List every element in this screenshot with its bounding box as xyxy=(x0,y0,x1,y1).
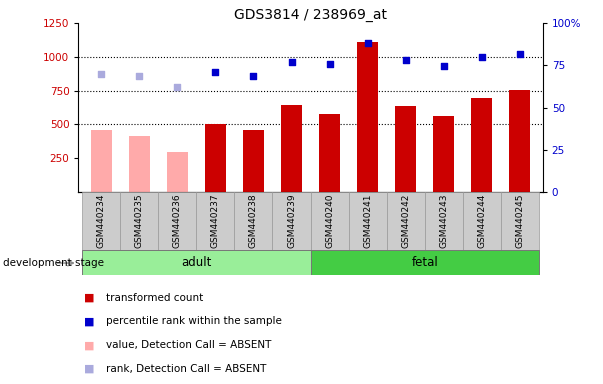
Text: ■: ■ xyxy=(84,293,95,303)
Bar xyxy=(82,192,120,250)
Bar xyxy=(463,192,501,250)
Text: GSM440237: GSM440237 xyxy=(211,194,220,248)
Text: development stage: development stage xyxy=(3,258,104,268)
Bar xyxy=(273,192,311,250)
Text: GSM440245: GSM440245 xyxy=(516,194,525,248)
Bar xyxy=(159,192,197,250)
Text: percentile rank within the sample: percentile rank within the sample xyxy=(106,316,282,326)
Bar xyxy=(235,192,273,250)
Bar xyxy=(311,250,539,275)
Bar xyxy=(357,42,378,192)
Text: GSM440241: GSM440241 xyxy=(363,194,372,248)
Text: ■: ■ xyxy=(84,340,95,350)
Bar xyxy=(205,124,226,192)
Text: fetal: fetal xyxy=(411,256,438,268)
Bar xyxy=(319,114,340,192)
Text: GSM440239: GSM440239 xyxy=(287,194,296,248)
Bar xyxy=(387,192,425,250)
Point xyxy=(515,51,525,57)
Bar xyxy=(349,192,387,250)
Text: value, Detection Call = ABSENT: value, Detection Call = ABSENT xyxy=(106,340,271,350)
Point xyxy=(325,61,335,67)
Text: ■: ■ xyxy=(84,364,95,374)
Text: GSM440235: GSM440235 xyxy=(135,194,144,248)
Bar xyxy=(281,106,302,192)
Text: GSM440234: GSM440234 xyxy=(96,194,106,248)
Text: GSM440243: GSM440243 xyxy=(439,194,448,248)
Bar xyxy=(501,192,539,250)
Point xyxy=(477,54,487,60)
Bar xyxy=(472,98,492,192)
Bar xyxy=(167,152,188,192)
Text: adult: adult xyxy=(181,256,212,268)
Bar xyxy=(510,90,530,192)
Point xyxy=(248,73,258,79)
Bar xyxy=(120,192,159,250)
Bar xyxy=(311,192,349,250)
Bar xyxy=(243,130,264,192)
Bar xyxy=(129,136,150,192)
Text: transformed count: transformed count xyxy=(106,293,203,303)
Bar xyxy=(82,250,311,275)
Text: GSM440244: GSM440244 xyxy=(478,194,486,248)
Title: GDS3814 / 238969_at: GDS3814 / 238969_at xyxy=(234,8,387,22)
Bar xyxy=(197,192,235,250)
Text: GSM440236: GSM440236 xyxy=(173,194,182,248)
Point xyxy=(363,40,373,46)
Point xyxy=(96,71,106,78)
Point xyxy=(439,63,449,69)
Text: ■: ■ xyxy=(84,316,95,326)
Text: GSM440238: GSM440238 xyxy=(249,194,258,248)
Text: GSM440240: GSM440240 xyxy=(325,194,334,248)
Bar xyxy=(395,106,416,192)
Point xyxy=(172,84,182,90)
Bar xyxy=(434,116,454,192)
Text: GSM440242: GSM440242 xyxy=(401,194,410,248)
Bar xyxy=(91,130,112,192)
Point xyxy=(286,58,296,65)
Point xyxy=(134,73,144,79)
Text: rank, Detection Call = ABSENT: rank, Detection Call = ABSENT xyxy=(106,364,266,374)
Bar xyxy=(425,192,463,250)
Point xyxy=(401,57,411,63)
Point xyxy=(210,69,220,75)
